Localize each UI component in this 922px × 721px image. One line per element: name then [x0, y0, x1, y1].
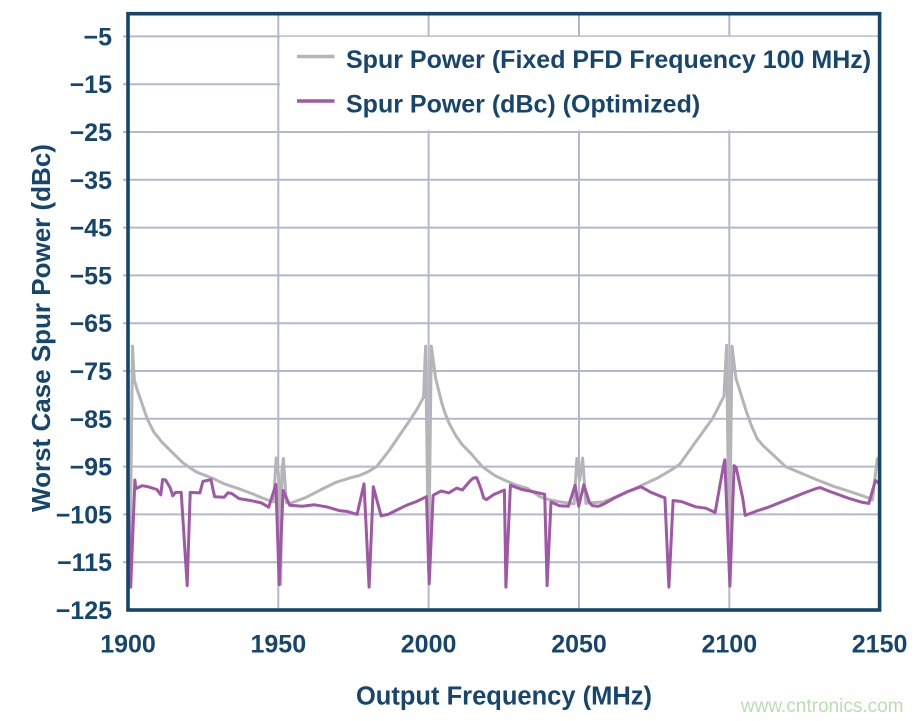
svg-text:−35: −35: [70, 167, 113, 195]
svg-text:2000: 2000: [401, 631, 457, 659]
svg-text:−15: −15: [70, 71, 113, 99]
svg-text:−95: −95: [70, 454, 113, 482]
svg-text:Worst Case Spur Power (dBc): Worst Case Spur Power (dBc): [26, 144, 56, 512]
svg-text:−45: −45: [70, 215, 113, 243]
svg-text:−125: −125: [56, 597, 112, 625]
svg-text:1950: 1950: [250, 631, 306, 659]
svg-text:2150: 2150: [852, 631, 908, 659]
svg-text:−115: −115: [57, 549, 112, 577]
svg-text:−25: −25: [70, 119, 113, 147]
svg-text:Spur Power (dBc) (Optimized): Spur Power (dBc) (Optimized): [346, 91, 700, 119]
svg-text:www.cntronics.com: www.cntronics.com: [740, 696, 904, 717]
svg-text:2050: 2050: [551, 631, 607, 659]
svg-text:Spur Power (Fixed PFD Frequenc: Spur Power (Fixed PFD Frequency 100 MHz): [346, 46, 871, 74]
svg-text:−5: −5: [83, 23, 112, 51]
svg-text:1900: 1900: [100, 631, 156, 659]
svg-text:−75: −75: [70, 358, 113, 386]
svg-text:−85: −85: [70, 406, 113, 434]
svg-text:−105: −105: [56, 501, 112, 529]
svg-text:Output Frequency (MHz): Output Frequency (MHz): [356, 683, 652, 711]
svg-text:−65: −65: [70, 310, 113, 338]
svg-text:−55: −55: [70, 262, 113, 290]
svg-text:2100: 2100: [701, 631, 757, 659]
